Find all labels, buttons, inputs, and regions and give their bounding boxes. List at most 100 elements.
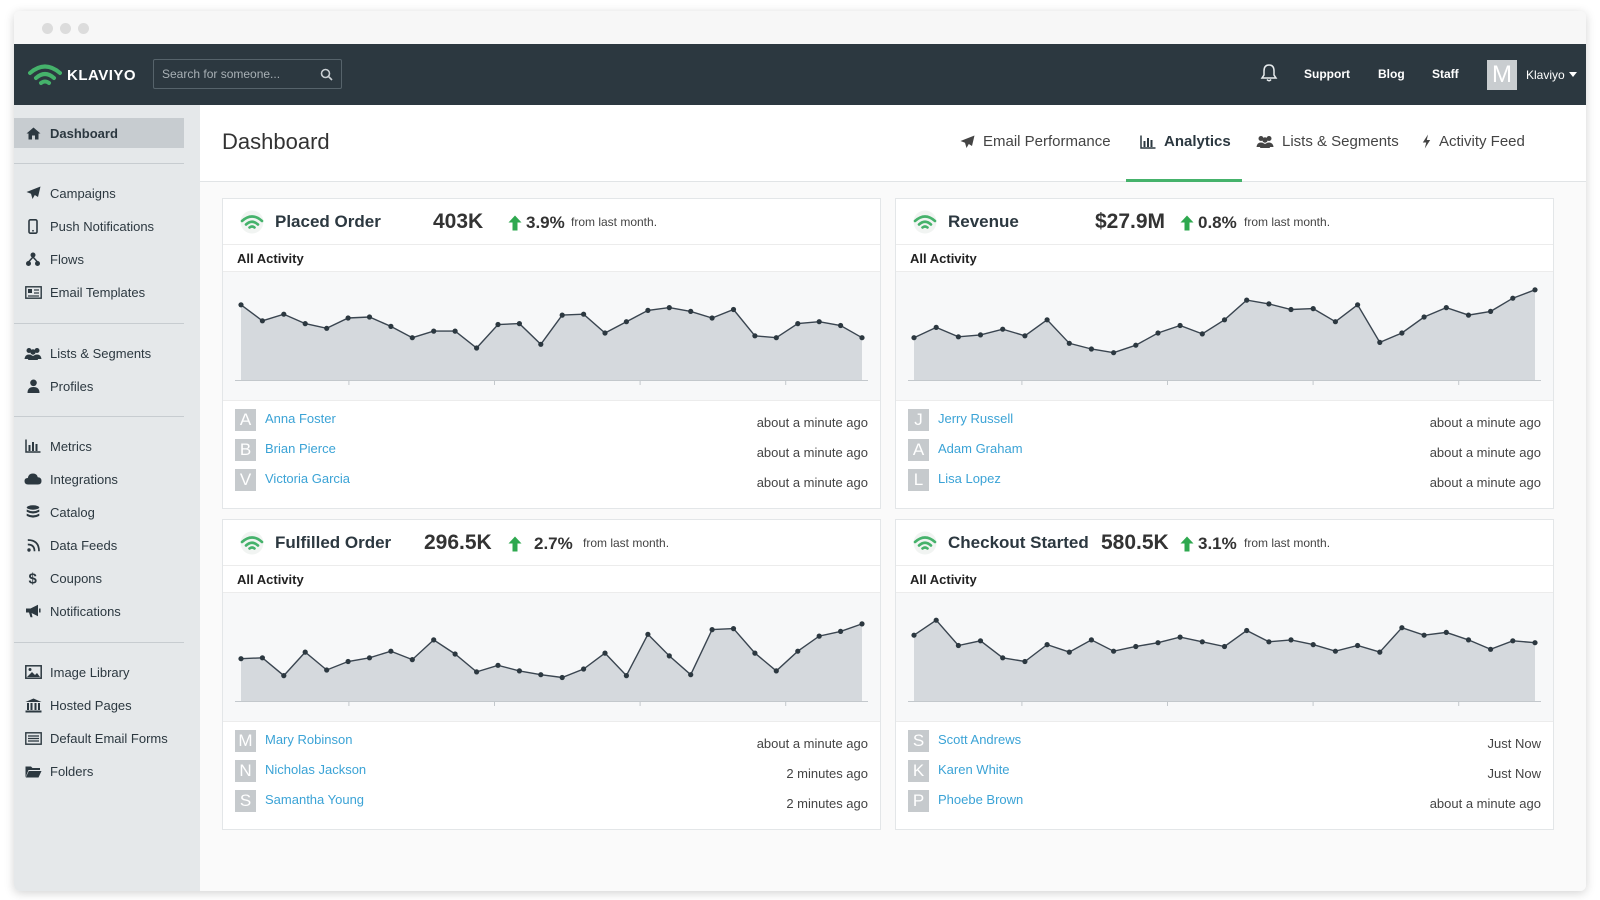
card-change: 3.1%	[1180, 534, 1237, 554]
bar-chart-icon	[1140, 135, 1156, 149]
main-content: Dashboard Email Performance Analytics Li…	[200, 105, 1586, 891]
activity-row: L Lisa Lopez about a minute ago	[908, 469, 1541, 493]
tab-lists-segments[interactable]: Lists & Segments	[1256, 133, 1399, 150]
activity-label: All Activity	[910, 572, 977, 587]
sidebar-item-coupons[interactable]: $ Coupons	[14, 563, 184, 593]
activity-sparkline	[235, 621, 868, 706]
staff-link[interactable]: Staff	[1432, 67, 1459, 81]
profile-link[interactable]: Mary Robinson	[265, 732, 353, 747]
activity-row: P Phoebe Brown about a minute ago	[908, 790, 1541, 814]
sidebar-item-catalog[interactable]: Catalog	[14, 497, 184, 527]
klaviyo-logo[interactable]: KLAVIYO	[28, 60, 136, 90]
sidebar-item-campaigns[interactable]: Campaigns	[14, 178, 184, 208]
profile-link[interactable]: Adam Graham	[938, 441, 1023, 456]
sidebar-item-default-email-forms[interactable]: Default Email Forms	[14, 723, 184, 753]
tab-analytics[interactable]: Analytics	[1140, 133, 1231, 150]
chart-point	[1399, 330, 1405, 336]
chart-point	[302, 649, 308, 655]
activity-row: J Jerry Russell about a minute ago	[908, 409, 1541, 433]
chart-point	[1221, 643, 1228, 650]
bell-icon[interactable]	[1260, 63, 1278, 83]
chart-point	[795, 648, 801, 654]
sidebar-item-hosted-pages[interactable]: Hosted Pages	[14, 690, 184, 720]
search-input[interactable]	[154, 60, 314, 88]
sidebar-item-lists-segments[interactable]: Lists & Segments	[14, 338, 184, 368]
sidebar-item-dashboard[interactable]: Dashboard	[14, 118, 184, 148]
chart-point	[1421, 314, 1427, 320]
chart-point	[474, 669, 480, 675]
search-icon[interactable]	[320, 68, 333, 81]
chart-point	[645, 631, 651, 637]
profile-link[interactable]: Jerry Russell	[938, 411, 1014, 426]
support-link[interactable]: Support	[1304, 67, 1350, 81]
account-name[interactable]: Klaviyo	[1526, 68, 1565, 82]
tab-label: Analytics	[1164, 133, 1231, 150]
avatar: N	[235, 760, 256, 782]
sidebar-item-image-library[interactable]: Image Library	[14, 657, 184, 687]
card-value: 403K	[433, 210, 484, 233]
chart-point	[1044, 317, 1050, 323]
chart-point	[1421, 632, 1427, 638]
paper-plane-icon	[960, 135, 975, 149]
sidebar-item-folders[interactable]: Folders	[14, 756, 184, 786]
top-navigation-bar: KLAVIYO Support Blog Staff M Klaviyo	[14, 44, 1586, 105]
tab-activity-feed[interactable]: Activity Feed	[1422, 133, 1525, 150]
profile-link[interactable]: Phoebe Brown	[938, 792, 1024, 807]
sidebar-item-push-notifications[interactable]: Push Notifications	[14, 211, 184, 241]
profile-link[interactable]: Anna Foster	[265, 411, 336, 426]
chart-point	[324, 667, 330, 673]
window-dot	[78, 23, 89, 34]
sidebar-item-metrics[interactable]: Metrics	[14, 431, 184, 461]
activity-label: All Activity	[237, 251, 304, 266]
avatar: B	[235, 439, 256, 461]
sidebar-item-profiles[interactable]: Profiles	[14, 371, 184, 401]
sidebar-item-email-templates[interactable]: Email Templates	[14, 277, 184, 307]
chart-point	[602, 330, 608, 336]
chart-point	[238, 302, 244, 308]
page-title: Dashboard	[222, 129, 330, 154]
chart-point	[581, 311, 587, 317]
chart-point	[730, 626, 737, 632]
chart-point	[623, 673, 629, 679]
sidebar-item-label: Campaigns	[50, 185, 116, 201]
chart-point	[795, 321, 801, 327]
profile-link[interactable]: Victoria Garcia	[265, 471, 351, 486]
card-change-note: from last month.	[571, 215, 658, 229]
chart-point	[1044, 642, 1050, 648]
chart-point	[1266, 639, 1272, 645]
avatar: J	[908, 409, 929, 431]
sidebar-item-integrations[interactable]: Integrations	[14, 464, 184, 494]
profile-link[interactable]: Lisa Lopez	[938, 471, 1001, 486]
window-dot	[60, 23, 71, 34]
card-change-note: from last month.	[583, 536, 670, 550]
sidebar-item-flows[interactable]: Flows	[14, 244, 184, 274]
chart-point	[709, 627, 715, 633]
sidebar-item-label: Push Notifications	[50, 218, 155, 234]
profile-link[interactable]: Brian Pierce	[265, 441, 336, 456]
arrow-up-icon	[508, 215, 522, 231]
page-header: Dashboard Email Performance Analytics Li…	[200, 105, 1586, 182]
card-value: 580.5K	[1101, 531, 1169, 554]
activity-time: about a minute ago	[756, 736, 868, 751]
tab-email-performance[interactable]: Email Performance	[960, 133, 1111, 150]
search-box	[153, 59, 342, 89]
chevron-down-icon[interactable]	[1569, 72, 1577, 77]
sidebar-item-notifications[interactable]: Notifications	[14, 596, 184, 626]
chart-point	[1133, 643, 1139, 650]
account-avatar[interactable]: M	[1487, 60, 1517, 90]
card-title: Revenue	[948, 212, 1019, 231]
chart-point	[1022, 333, 1028, 339]
profile-link[interactable]: Samantha Young	[265, 792, 365, 807]
sidebar-item-label: Email Templates	[50, 284, 146, 300]
chart-point	[495, 321, 501, 328]
activity-sparkline	[235, 302, 868, 385]
profile-link[interactable]: Nicholas Jackson	[265, 762, 367, 777]
chart-point	[1133, 342, 1139, 348]
sidebar-item-label: Flows	[50, 251, 84, 267]
sidebar-item-data-feeds[interactable]: Data Feeds	[14, 530, 184, 560]
chart-point	[666, 305, 672, 311]
profile-link[interactable]: Karen White	[938, 762, 1010, 777]
blog-link[interactable]: Blog	[1378, 67, 1405, 81]
activity-time: about a minute ago	[756, 415, 868, 430]
profile-link[interactable]: Scott Andrews	[938, 732, 1022, 747]
